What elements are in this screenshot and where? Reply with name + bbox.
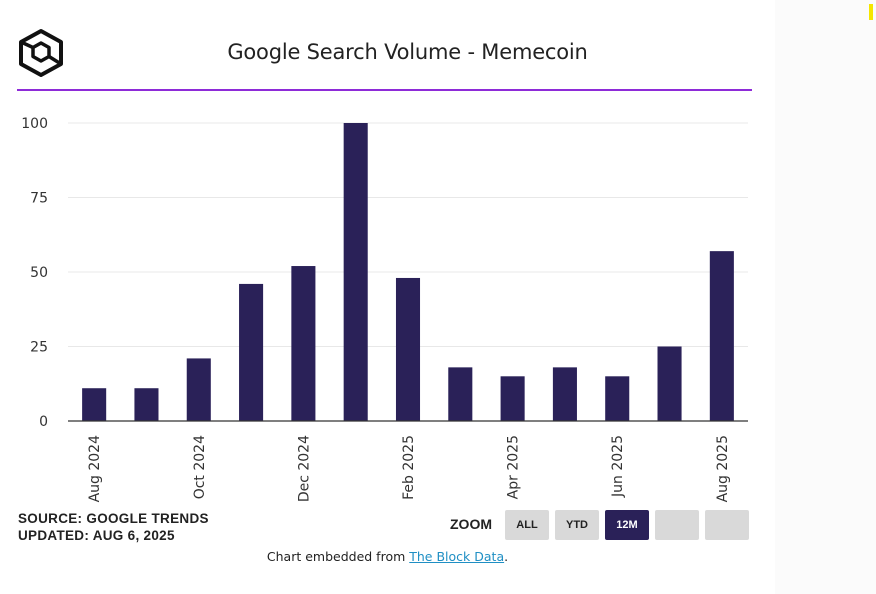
updated-line: UPDATED: AUG 6, 2025 [18, 528, 175, 543]
bar[interactable] [134, 388, 159, 421]
x-tick-label: Apr 2025 [506, 435, 522, 499]
bar[interactable] [448, 367, 473, 421]
embed-note: Chart embedded from The Block Data. [0, 549, 775, 564]
x-tick-label: Feb 2025 [401, 435, 417, 500]
x-tick-label: Jun 2025 [610, 435, 626, 498]
bar[interactable] [709, 251, 734, 421]
zoom-ytd-button[interactable]: YTD [555, 510, 599, 540]
y-tick-label: 0 [39, 414, 48, 430]
title-divider [17, 89, 752, 91]
bar-chart: 0 25 50 75 100 Aug 2024 Oct 2024 Dec 2024 Feb 20… [21, 116, 748, 503]
zoom-label: ZOOM [450, 516, 492, 532]
y-tick-label: 50 [30, 265, 48, 281]
embed-prefix: Chart embedded from [266, 549, 410, 564]
source-info: SOURCE: GOOGLE TRENDS UPDATED: AUG 6, 20… [18, 510, 209, 544]
bar[interactable] [395, 277, 421, 421]
y-tick-label: 75 [30, 191, 48, 207]
y-tick-label: 25 [30, 340, 48, 356]
chart-card: Google Search Volume - Memecoin 0 25 50 75 1… [0, 29, 775, 564]
zoom-blank-button-1[interactable] [655, 510, 699, 540]
bar[interactable] [239, 283, 264, 421]
x-tick-label: Aug 2024 [87, 435, 103, 503]
chart-title: Google Search Volume - Memecoin [227, 40, 588, 64]
bar[interactable] [291, 266, 316, 421]
bar[interactable] [605, 376, 630, 421]
source-line: SOURCE: GOOGLE TRENDS [18, 511, 209, 526]
the-block-cube-icon [19, 29, 63, 77]
corner-marker [869, 4, 873, 20]
bar[interactable] [500, 376, 525, 421]
x-tick-label: Oct 2024 [192, 435, 208, 499]
zoom-blank-button-2[interactable] [705, 510, 749, 540]
bar[interactable] [343, 123, 368, 421]
x-tick-label: Dec 2024 [296, 435, 312, 502]
bar[interactable] [82, 388, 107, 421]
page-margin [775, 0, 876, 594]
bar[interactable] [552, 367, 577, 421]
y-tick-label: 100 [21, 116, 48, 132]
embed-suffix: . [504, 549, 509, 564]
zoom-12m-button[interactable]: 12M [605, 510, 649, 540]
bar[interactable] [657, 346, 682, 422]
zoom-all-button[interactable]: ALL [505, 510, 549, 540]
the-block-data-link[interactable]: The Block Data [409, 549, 505, 564]
x-tick-label: Aug 2025 [715, 435, 731, 502]
bar[interactable] [186, 358, 211, 421]
